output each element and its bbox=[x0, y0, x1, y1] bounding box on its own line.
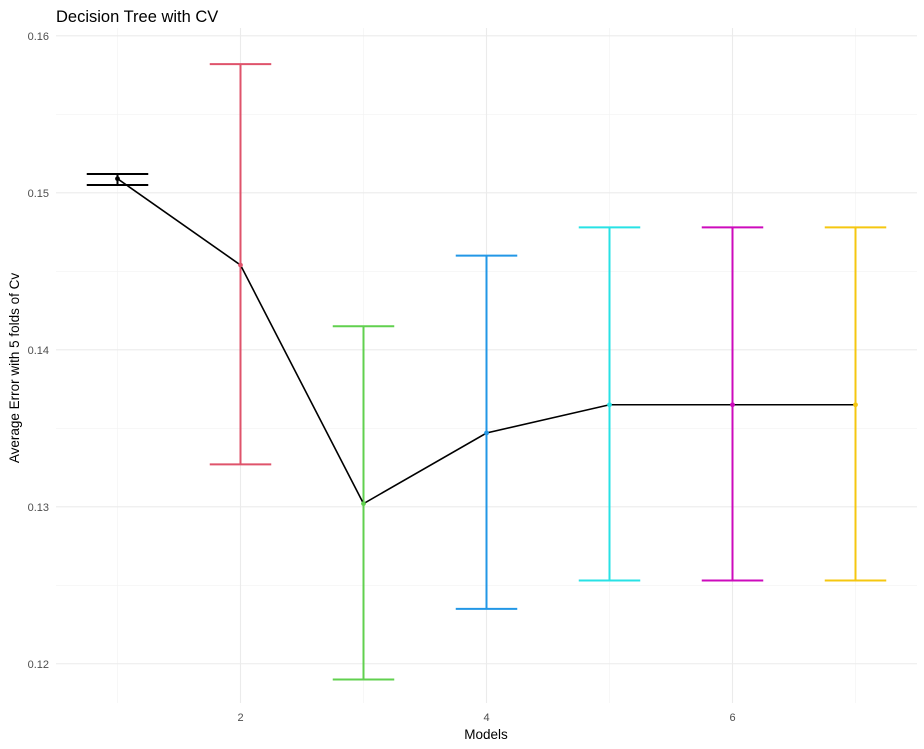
y-axis-label: Average Error with 5 folds of Cv bbox=[7, 273, 22, 464]
y-tick-label: 0.15 bbox=[28, 188, 49, 200]
chart-title: Decision Tree with CV bbox=[56, 8, 218, 26]
mean-points bbox=[115, 176, 858, 507]
y-tick-label: 0.16 bbox=[28, 31, 49, 43]
x-tick-label: 4 bbox=[483, 712, 489, 724]
mean-point-model-1 bbox=[115, 176, 120, 182]
mean-point-model-3 bbox=[361, 501, 366, 507]
x-axis-label: Models bbox=[464, 727, 508, 742]
mean-point-model-2 bbox=[238, 262, 243, 268]
y-tick-label: 0.13 bbox=[28, 502, 49, 514]
mean-point-model-7 bbox=[853, 402, 858, 408]
x-axis-ticks: 2 4 6 bbox=[237, 712, 735, 724]
mean-point-model-5 bbox=[607, 402, 612, 408]
y-axis-ticks: 0.12 0.13 0.14 0.15 0.16 bbox=[28, 31, 49, 671]
y-tick-label: 0.12 bbox=[28, 659, 49, 671]
x-tick-label: 6 bbox=[729, 712, 735, 724]
mean-point-model-6 bbox=[730, 402, 735, 408]
x-tick-label: 2 bbox=[237, 712, 243, 724]
mean-point-model-4 bbox=[484, 430, 489, 436]
y-tick-label: 0.14 bbox=[28, 345, 49, 357]
